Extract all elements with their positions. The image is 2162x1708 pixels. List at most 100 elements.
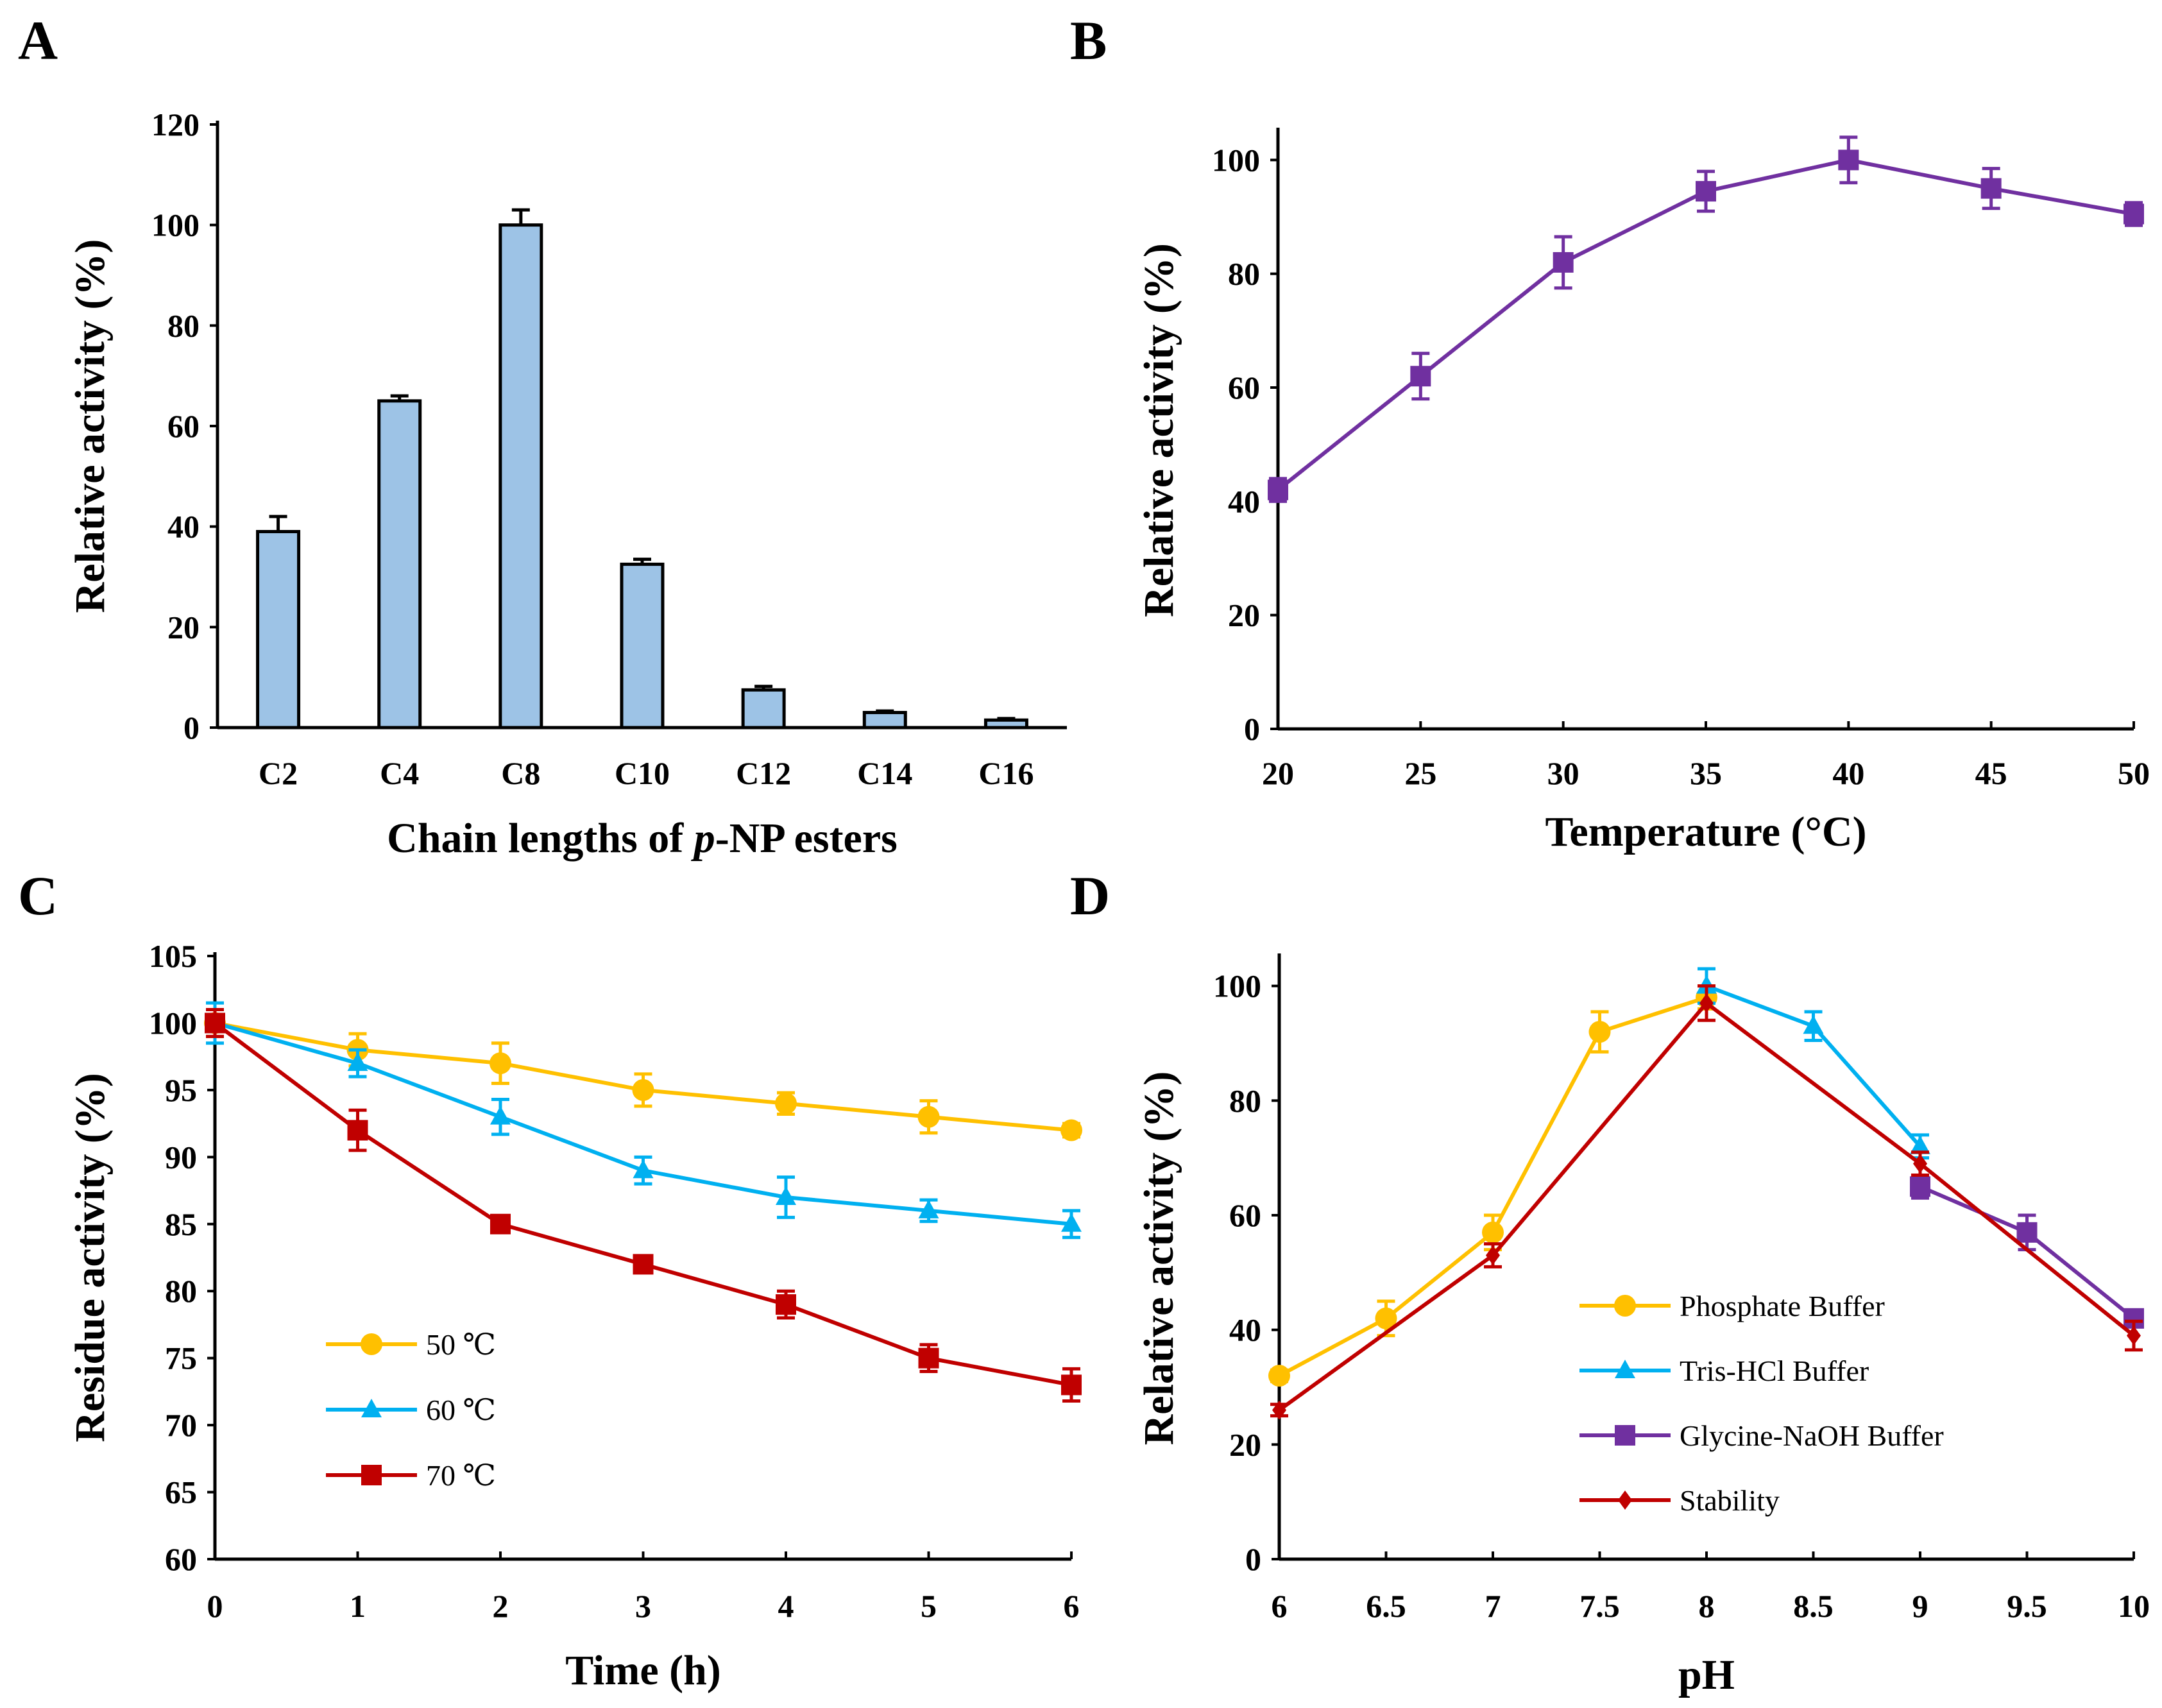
y-axis-title: Residue activity (%) (67, 1073, 114, 1442)
data-point (1838, 149, 1859, 171)
data-point (1910, 1176, 1930, 1197)
x-tick-label: 9 (1912, 1588, 1928, 1624)
y-tick-label: 0 (1245, 1541, 1261, 1577)
y-tick-label: 60 (1228, 370, 1260, 406)
legend-marker (361, 1465, 382, 1485)
series-stability (1270, 984, 2143, 1420)
x-tick-label: 5 (921, 1588, 937, 1624)
y-tick-label: 0 (183, 710, 200, 746)
data-point (2127, 1326, 2141, 1345)
x-tick-label: 30 (1547, 755, 1579, 791)
x-tick-label: 10 (2118, 1588, 2150, 1624)
x-tick-label: 6 (1272, 1588, 1288, 1624)
data-point (1980, 178, 2002, 199)
data-point (1553, 252, 1574, 273)
data-point (776, 1186, 796, 1205)
bar-c4 (377, 399, 422, 730)
y-tick-label: 120 (151, 107, 200, 142)
data-point (1060, 1119, 1082, 1141)
legend-marker (1615, 1360, 1635, 1378)
legend: Phosphate Buffer Tris-HCl Buffer Glycine-N… (1579, 1290, 1944, 1517)
data-point (490, 1106, 511, 1125)
x-tick-label: 6 (1064, 1588, 1080, 1624)
legend-label: Tris-HCl Buffer (1680, 1354, 1869, 1387)
y-axis-title: Relative activity (%) (1136, 1072, 1182, 1446)
y-tick-label: 100 (1213, 968, 1261, 1004)
y-tick-label: 75 (165, 1340, 197, 1376)
y-tick-label: 40 (1228, 483, 1260, 519)
x-axis-title: Time (h) (565, 1647, 721, 1694)
panel-label-b: B (1070, 10, 1107, 71)
x-tick-label: 0 (207, 1588, 223, 1624)
legend-marker (1615, 1425, 1635, 1446)
panel-label-c: C (18, 865, 58, 927)
data-point (633, 1159, 654, 1179)
data-point (917, 1106, 940, 1128)
x-tick-label: C4 (380, 755, 419, 791)
y-axis-title: Relative activity (%) (1136, 243, 1182, 617)
legend-label: 60 ℃ (426, 1394, 496, 1426)
y-tick-label: 80 (1228, 256, 1260, 292)
data-point (489, 1052, 511, 1075)
x-tick-label: 2 (493, 1588, 509, 1624)
data-point (2124, 203, 2144, 225)
x-tick-label: 8 (1699, 1588, 1715, 1624)
legend-marker (1618, 1490, 1632, 1510)
x-tick-label: 20 (1262, 755, 1294, 791)
data-point (347, 1052, 368, 1072)
data-point (1268, 479, 1288, 500)
bar-c8 (498, 223, 543, 730)
y-axis-title: Relative activity (%) (67, 239, 114, 613)
x-tick-label: 25 (1404, 755, 1436, 791)
chart-panel-a: 0 20 40 60 80 100 120 Relative activity (%) C2 C4… (67, 107, 1067, 862)
bar-c10 (620, 562, 665, 730)
x-axis-title: Temperature (°C) (1545, 808, 1866, 855)
x-tick-label: C10 (615, 755, 670, 791)
y-tick-label: 20 (1228, 597, 1260, 633)
data-point (1268, 1365, 1290, 1387)
series-70- (205, 1008, 1082, 1403)
y-tick-label: 95 (165, 1072, 197, 1108)
x-tick-label: C12 (736, 755, 791, 791)
y-tick-label: 65 (165, 1474, 197, 1510)
x-tick-label: 7 (1485, 1588, 1501, 1624)
data-point (1482, 1221, 1504, 1243)
x-tick-label: 45 (1975, 755, 2007, 791)
y-tick-label: 70 (165, 1407, 197, 1443)
x-tick-label: 50 (2118, 755, 2150, 791)
legend-marker (361, 1333, 382, 1355)
data-point (1588, 1021, 1611, 1043)
panel-label-d: D (1070, 865, 1110, 927)
data-point (1699, 993, 1714, 1013)
data-point (1272, 1400, 1286, 1420)
y-tick-label: 20 (167, 609, 200, 645)
x-tick-label: C8 (501, 755, 540, 791)
legend-label: 70 ℃ (426, 1459, 496, 1492)
data-point (1061, 1213, 1082, 1232)
legend-marker (1614, 1295, 1636, 1317)
x-axis-title-part: -NP esters (715, 815, 898, 862)
y-tick-label: 40 (167, 509, 200, 545)
x-tick-label: C2 (259, 755, 298, 791)
x-tick-label: 3 (635, 1588, 651, 1624)
y-tick-label: 0 (1244, 711, 1260, 747)
bar-c12 (741, 688, 786, 730)
bar-c14 (862, 711, 907, 730)
data-point (776, 1294, 796, 1315)
data-point (205, 1012, 225, 1034)
x-tick-label: 4 (778, 1588, 794, 1624)
y-tick-label: 100 (151, 207, 200, 243)
x-tick-label: C16 (978, 755, 1034, 791)
legend-marker (361, 1399, 382, 1417)
data-point (1910, 1135, 1930, 1154)
y-tick-label: 80 (165, 1273, 197, 1309)
chart-panel-d: 0 20 40 60 80 100 Relative activity (%) 6 6.5 7 7.… (1136, 953, 2150, 1698)
data-point (1696, 181, 1716, 202)
legend-label: Stability (1680, 1484, 1780, 1517)
y-tick-label: 60 (1229, 1197, 1261, 1233)
bar-c2 (256, 530, 301, 730)
legend: 50 ℃ 60 ℃ 70 ℃ (326, 1328, 496, 1492)
y-tick-label: 20 (1229, 1426, 1261, 1462)
x-tick-label: 40 (1832, 755, 1864, 791)
